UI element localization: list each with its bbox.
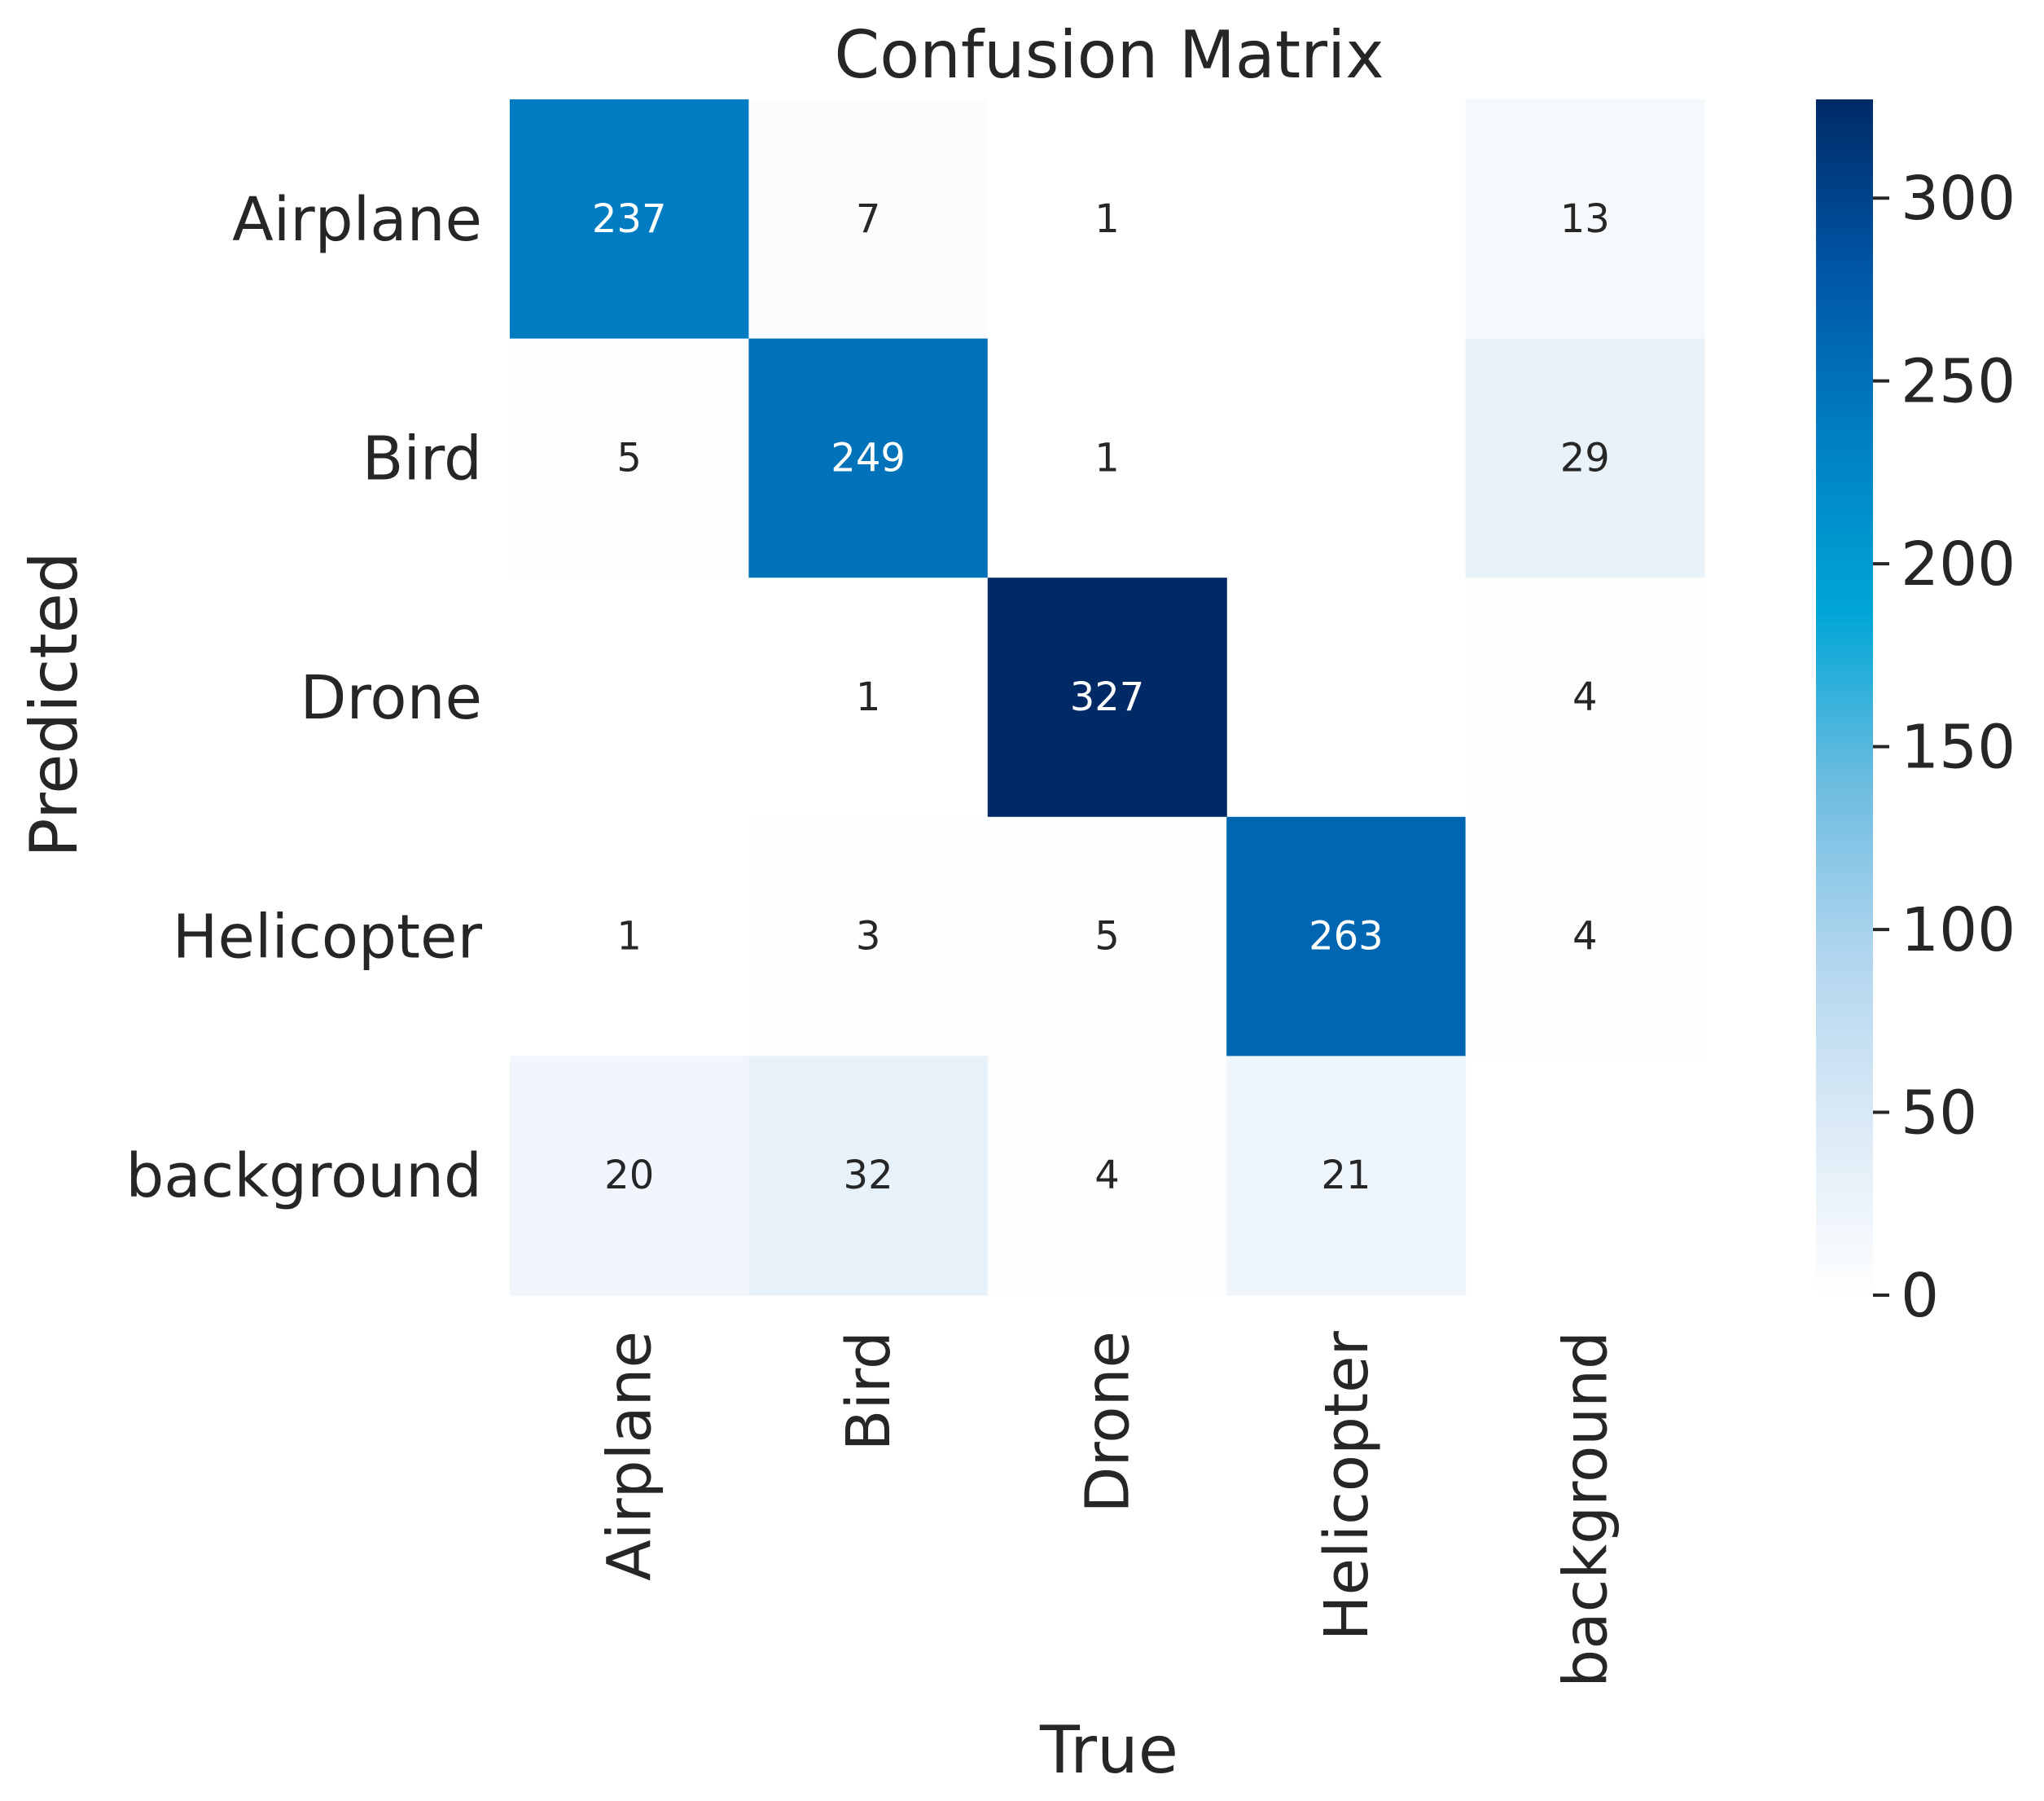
cell-value-label: 29 <box>1560 435 1610 481</box>
cell-value-label: 32 <box>844 1153 893 1198</box>
x-tick-label: Drone <box>1073 1331 1143 1513</box>
colorbar-gradient <box>1816 99 1873 1295</box>
x-tick-label: Helicopter <box>1312 1330 1382 1641</box>
cell-value-label: 1 <box>1094 435 1120 481</box>
heatmap-cell <box>1226 1056 1467 1296</box>
heatmap-cell <box>748 578 989 818</box>
cell-value-label: 4 <box>1572 914 1598 960</box>
heatmap-cell <box>748 338 989 578</box>
x-tick-labels: Airplane Bird Drone Helicopter background <box>595 1330 1621 1687</box>
y-tick-label: Drone <box>300 663 482 733</box>
colorbar-tick-label: 200 <box>1901 529 2015 600</box>
cell-value-label: 1 <box>856 674 881 720</box>
y-tick-labels: Airplane Bird Drone Helicopter background <box>125 185 482 1211</box>
heatmap-cell <box>987 816 1227 1056</box>
heatmap-cell <box>1226 816 1467 1056</box>
colorbar-tick-label: 300 <box>1901 164 2015 234</box>
colorbar-tick-label: 250 <box>1901 347 2015 417</box>
chart-title: Confusion Matrix <box>834 17 1384 93</box>
cell-value-label: 327 <box>1070 674 1145 720</box>
cell-value-label: 5 <box>616 435 642 481</box>
heatmap-cell <box>510 1056 749 1296</box>
cell-value-label: 1 <box>616 914 642 960</box>
heatmap-cell <box>1465 578 1705 818</box>
colorbar-tick-label: 150 <box>1901 713 2015 783</box>
cell-value-label: 4 <box>1094 1153 1120 1198</box>
cell-value-label: 249 <box>831 435 906 481</box>
heatmap-cell <box>1465 338 1705 578</box>
x-tick-label: background <box>1551 1331 1621 1688</box>
colorbar-tick-label: 50 <box>1901 1078 1977 1149</box>
colorbar-ticks: 0 50 100 150 200 250 300 <box>1873 164 2015 1331</box>
heatmap-cell <box>510 99 749 340</box>
cell-value-label: 20 <box>604 1153 654 1198</box>
cell-value-label: 5 <box>1094 914 1120 960</box>
heatmap-cell <box>987 338 1227 578</box>
y-axis-label: Predicted <box>16 551 92 858</box>
heatmap-grid: 237 7 1 135 249 1 291 327 41 3 5 263 420 32 4 21 <box>510 99 1705 1296</box>
x-tick-label: Airplane <box>595 1331 665 1581</box>
cell-value-label: 237 <box>592 196 667 242</box>
cell-value-label: 1 <box>1094 196 1120 242</box>
y-tick-label: Bird <box>362 424 482 494</box>
x-tick-label: Bird <box>834 1331 904 1451</box>
colorbar-tick-label: 0 <box>1901 1261 1939 1331</box>
x-axis-label: True <box>1039 1712 1178 1788</box>
heatmap-cell <box>987 1056 1227 1296</box>
heatmap-cell <box>748 1056 989 1296</box>
cell-value-label: 3 <box>856 914 881 960</box>
heatmap-cell <box>1465 816 1705 1056</box>
heatmap-cell <box>510 816 749 1056</box>
heatmap-cell <box>987 99 1227 340</box>
cell-value-label: 7 <box>856 196 881 242</box>
y-tick-label: background <box>125 1141 482 1211</box>
cell-value-label: 13 <box>1560 196 1610 242</box>
y-tick-label: Helicopter <box>173 903 483 973</box>
cell-value-label: 21 <box>1321 1153 1371 1198</box>
heatmap-cell <box>510 338 749 578</box>
heatmap-cell <box>987 578 1227 818</box>
cell-value-label: 263 <box>1309 914 1384 960</box>
colorbar-tick-label: 100 <box>1901 895 2015 965</box>
cell-value-label: 4 <box>1572 674 1598 720</box>
colorbar: 0 50 100 150 200 250 300 <box>1816 99 2015 1331</box>
heatmap-cell <box>748 99 989 340</box>
heatmap-cell <box>748 816 989 1056</box>
y-tick-label: Airplane <box>232 185 482 255</box>
heatmap-cell <box>1465 99 1705 340</box>
